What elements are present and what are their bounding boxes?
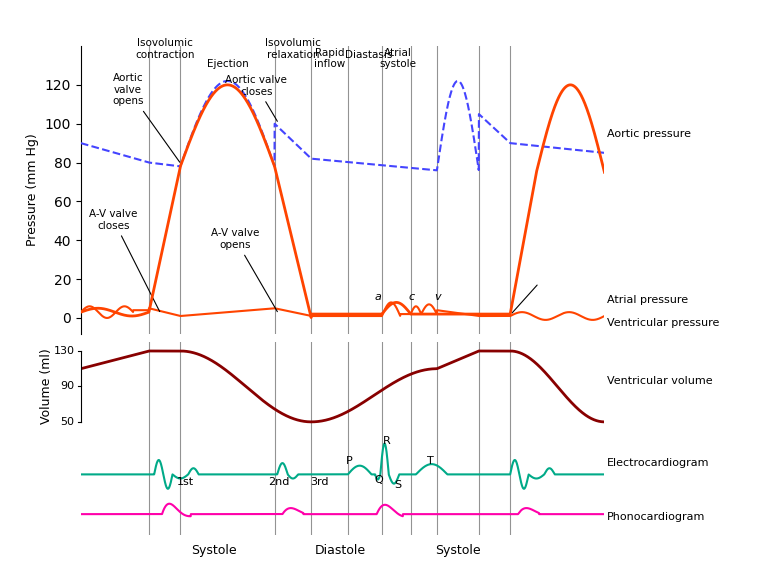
Text: Diastasis: Diastasis: [345, 49, 393, 60]
Text: 130: 130: [54, 346, 75, 356]
Text: v: v: [434, 293, 441, 302]
Text: Ejection: Ejection: [206, 59, 249, 70]
Text: 90: 90: [60, 381, 75, 392]
Text: Aortic
valve
opens: Aortic valve opens: [112, 73, 179, 162]
Text: Diastole: Diastole: [314, 545, 366, 557]
Text: Rapid
inflow: Rapid inflow: [314, 48, 345, 70]
Text: Isovolumic
relaxation: Isovolumic relaxation: [265, 38, 321, 60]
Y-axis label: Pressure (mm Hg): Pressure (mm Hg): [26, 133, 39, 246]
Text: Volume (ml): Volume (ml): [40, 348, 53, 424]
Text: Atrial pressure: Atrial pressure: [607, 296, 688, 305]
Text: Phonocardiogram: Phonocardiogram: [607, 512, 705, 523]
Text: Systole: Systole: [435, 545, 480, 557]
Text: Aortic valve
closes: Aortic valve closes: [226, 75, 287, 121]
Text: S: S: [394, 480, 401, 490]
Text: 2nd: 2nd: [268, 477, 290, 486]
Text: a: a: [374, 293, 381, 302]
Text: 50: 50: [61, 417, 75, 427]
Text: 1st: 1st: [177, 477, 194, 486]
Text: Q: Q: [374, 475, 383, 485]
Text: P: P: [346, 455, 353, 466]
Text: Aortic pressure: Aortic pressure: [607, 129, 691, 139]
Text: Systole: Systole: [192, 545, 237, 557]
Text: c: c: [409, 293, 415, 302]
Text: Electrocardiogram: Electrocardiogram: [607, 458, 710, 469]
Text: T: T: [427, 455, 434, 466]
Text: A-V valve
opens: A-V valve opens: [211, 228, 277, 312]
Text: R: R: [383, 436, 390, 446]
Text: A-V valve
closes: A-V valve closes: [89, 209, 159, 312]
Text: Isovolumic
contraction: Isovolumic contraction: [135, 38, 194, 60]
Text: 3rd: 3rd: [310, 477, 328, 486]
Text: Ventricular pressure: Ventricular pressure: [607, 317, 719, 328]
Text: Ventricular volume: Ventricular volume: [607, 375, 713, 386]
Text: Atrial
systole: Atrial systole: [379, 48, 416, 70]
